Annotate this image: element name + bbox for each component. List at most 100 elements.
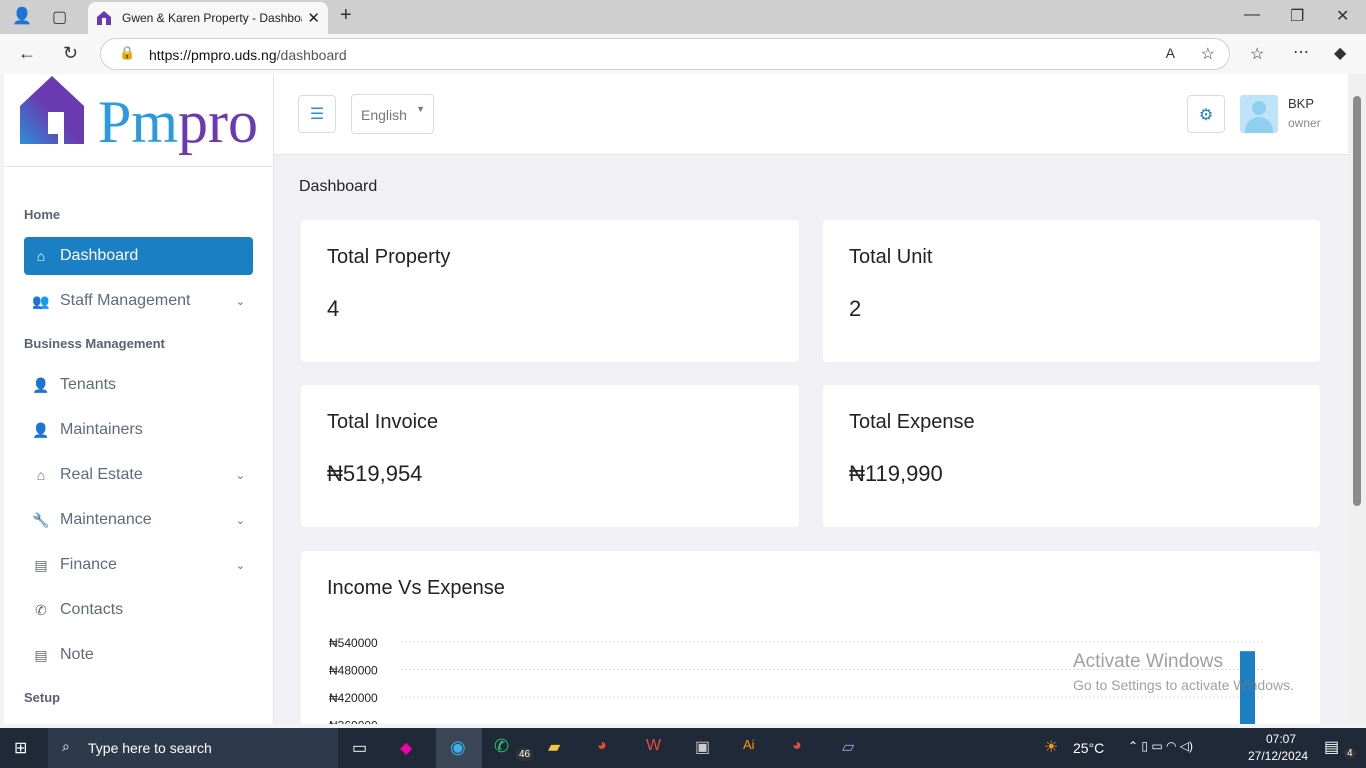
y-tick-label: ₦420000 (329, 691, 378, 705)
item-label: Finance (60, 556, 117, 573)
back-icon[interactable]: ← (18, 43, 36, 63)
stat-value: ₦519,954 (327, 461, 423, 486)
read-aloud-icon[interactable]: A (1165, 45, 1175, 61)
url-path: /dashboard (276, 47, 347, 63)
item-label: Real Estate (60, 466, 143, 483)
sidebar: Pmpro Home ⌂ Dashboard 👥 Staff Management ⌄… (4, 74, 274, 724)
language-select[interactable]: English ▼ (351, 94, 434, 134)
chevron-down-icon: ⌄ (235, 514, 245, 527)
chevron-down-icon: ⌄ (235, 559, 245, 572)
item-label: Tenants (60, 376, 117, 393)
more-icon[interactable]: ⋯ (1293, 44, 1309, 61)
illustrator-icon[interactable]: Ai (743, 737, 755, 752)
sidebar-item-staff-management[interactable]: 👥 Staff Management ⌄ (24, 282, 253, 320)
item-label: Note (60, 646, 94, 663)
menu-toggle-button[interactable]: ☰ (298, 95, 336, 133)
favorites-icon[interactable]: ☆ (1250, 46, 1265, 63)
sidebar-item-finance[interactable]: ▤ Finance ⌄ (24, 546, 253, 584)
sidebar-item-note[interactable]: ▤ Note (24, 636, 253, 674)
profile-icon[interactable]: 👤 (12, 8, 32, 25)
wps-icon[interactable]: W (646, 737, 662, 754)
sidebar-item-real-estate[interactable]: ⌂ Real Estate ⌄ (24, 456, 253, 494)
scrollbar-thumb[interactable] (1353, 96, 1361, 506)
sidebar-item-maintainers[interactable]: 👤 Maintainers (24, 411, 253, 449)
lock-icon[interactable]: 🔒 (119, 45, 136, 60)
clock-time[interactable]: 07:07 (1265, 732, 1297, 746)
pmpro-favicon-icon (97, 11, 111, 25)
avatar[interactable] (1240, 95, 1278, 133)
stat-title: Total Property (327, 246, 451, 268)
logo-text: Pmpro (98, 89, 259, 155)
tab-bar: 👤 ▢ Gwen & Karen Property - Dashboard ✕ … (0, 0, 1366, 34)
tab-actions-icon[interactable]: ▢ (52, 9, 68, 26)
copilot-app-icon[interactable]: ◆ (400, 740, 413, 757)
section-home: Home (24, 207, 61, 222)
activate-windows-title: Activate Windows (1073, 651, 1223, 672)
maximize-icon[interactable]: ❐ (1290, 8, 1305, 25)
favorite-star-icon[interactable]: ☆ (1200, 46, 1215, 63)
chart-bar[interactable] (1240, 651, 1255, 724)
chart-title: Income Vs Expense (327, 577, 505, 599)
top-header: ☰ English ▼ ⚙ BKP owner (274, 74, 1348, 155)
notes-app-icon[interactable]: ▱ (842, 739, 855, 756)
file-explorer-icon[interactable]: ▰ (548, 739, 561, 756)
chevron-down-icon: ⌄ (235, 295, 245, 308)
url-host: https://pmpro.uds.ng (149, 47, 277, 63)
phone-icon: ✆ (35, 601, 47, 618)
caret-down-icon: ▼ (416, 104, 425, 114)
sidebar-item-maintenance[interactable]: 🔧 Maintenance ⌄ (24, 501, 253, 539)
y-tick-label: ₦480000 (329, 664, 378, 678)
notification-icon[interactable]: ▤ (1324, 739, 1340, 756)
wrench-icon: 🔧 (32, 511, 50, 528)
stat-card-total-expense: Total Expense ₦119,990 (823, 385, 1320, 527)
logo[interactable]: Pmpro (4, 74, 273, 167)
home-icon: ⌂ (36, 248, 46, 264)
task-view-icon[interactable]: ▭ (352, 740, 368, 757)
settings-button[interactable]: ⚙ (1187, 95, 1225, 133)
refresh-icon[interactable]: ↻ (63, 43, 79, 63)
hamburger-icon: ☰ (309, 106, 325, 123)
close-window-icon[interactable]: ✕ (1336, 8, 1350, 25)
income-expense-chart: ₦540000 ₦480000 ₦420000 ₦360000 (329, 636, 1263, 724)
whatsapp-badge: 46 (516, 748, 534, 761)
taskbar: ⊞ ⌕ Type here to search ▭ ◆ ◉ ✆ 46 ▰ ◕ W … (0, 728, 1366, 768)
breadcrumb: Dashboard (299, 178, 378, 195)
item-label: Dashboard (60, 247, 139, 264)
stat-card-total-unit: Total Unit 2 (823, 220, 1320, 362)
web-page: Pmpro Home ⌂ Dashboard 👥 Staff Management ⌄… (4, 74, 1348, 724)
tab-title: Gwen & Karen Property - Dashboard (122, 11, 302, 25)
system-tray-icons[interactable]: ⌃ ▯ ▭ ◠ ◁) (1128, 739, 1194, 753)
chrome-icon[interactable]: ◕ (597, 737, 607, 754)
url-input[interactable]: 🔒 https://pmpro.uds.ng/dashboard A ☆ (100, 38, 1230, 70)
weather-icon[interactable]: ☀ (1044, 739, 1059, 756)
clock-date[interactable]: 27/12/2024 (1248, 749, 1309, 763)
item-label: Maintenance (60, 511, 152, 528)
windows-start-icon[interactable]: ⊞ (14, 740, 28, 757)
income-expense-chart-card: Income Vs Expense ₦540000 ₦480000 ₦420000 ₦… (301, 551, 1320, 724)
taskbar-search[interactable]: ⌕ Type here to search (48, 728, 338, 768)
address-bar: ← ↻ 🔒 https://pmpro.uds.ng/dashboard A ☆… (0, 34, 1366, 74)
section-business-management: Business Management (24, 336, 165, 351)
sidebar-item-contacts[interactable]: ✆ Contacts (24, 591, 253, 629)
minimize-icon[interactable]: — (1244, 6, 1260, 23)
chrome-profile-icon[interactable]: ◕ (792, 737, 802, 754)
y-tick-label: ₦540000 (329, 636, 378, 650)
search-icon: ⌕ (62, 738, 70, 754)
browser-tab[interactable]: Gwen & Karen Property - Dashboard ✕ (88, 2, 328, 34)
stat-title: Total Unit (849, 246, 933, 268)
whatsapp-icon[interactable]: ✆ (494, 736, 510, 756)
user-role: owner (1288, 116, 1321, 130)
user-name[interactable]: BKP (1288, 96, 1315, 111)
stat-title: Total Invoice (327, 411, 439, 433)
edge-app-icon[interactable]: ◉ (436, 728, 482, 768)
copilot-icon[interactable]: ◆ (1334, 45, 1347, 62)
close-tab-icon[interactable]: ✕ (307, 10, 320, 27)
file-icon: ▤ (34, 556, 48, 573)
sidebar-item-tenants[interactable]: 👤 Tenants (24, 366, 253, 404)
monitor-app-icon[interactable]: ▣ (695, 739, 711, 756)
page-scrollbar[interactable] (1348, 74, 1366, 724)
sidebar-item-dashboard[interactable]: ⌂ Dashboard (24, 237, 253, 275)
users-icon: 👥 (32, 292, 50, 309)
new-tab-icon[interactable]: + (340, 4, 352, 26)
temperature[interactable]: 25°C (1073, 740, 1105, 756)
